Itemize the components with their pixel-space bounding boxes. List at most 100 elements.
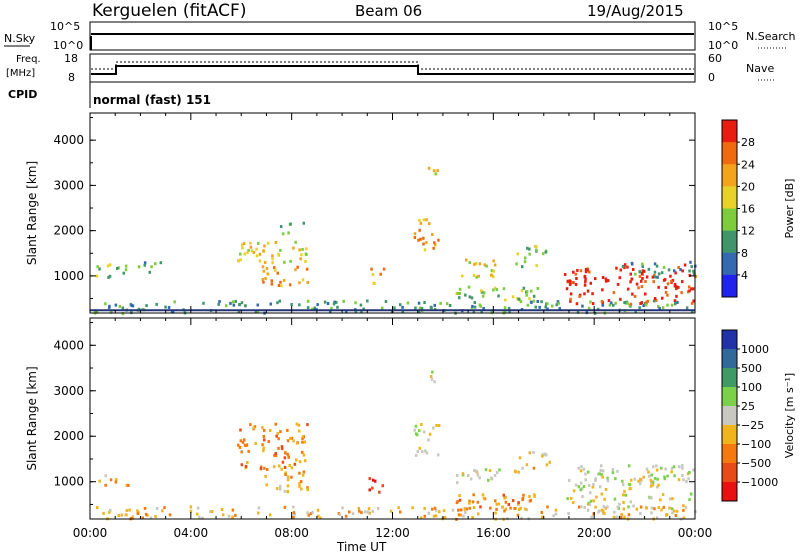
- data-cell: [229, 301, 232, 305]
- data-cell: [145, 304, 148, 308]
- data-cell: [551, 304, 554, 308]
- data-cell: [503, 306, 507, 310]
- data-cell: [533, 494, 536, 498]
- data-cell: [295, 422, 299, 426]
- data-cell: [509, 506, 512, 510]
- data-cell: [283, 456, 287, 460]
- data-cell: [295, 441, 299, 445]
- data-cell: [359, 303, 363, 307]
- data-cell: [513, 469, 517, 473]
- data-cell: [584, 472, 587, 476]
- data-cell: [519, 506, 522, 510]
- data-cell: [580, 505, 583, 509]
- data-cell: [429, 375, 433, 378]
- data-cell: [520, 289, 524, 293]
- data-cell: [606, 476, 609, 480]
- colorbar-label: Power [dB]: [783, 179, 796, 239]
- data-cell: [618, 276, 621, 280]
- data-cell: [304, 252, 308, 256]
- data-cell: [622, 500, 625, 504]
- data-cell: [302, 221, 305, 225]
- y-axis-label: Slant Range [km]: [25, 366, 39, 470]
- data-cell: [413, 428, 416, 432]
- data-cell: [648, 474, 651, 478]
- data-cell: [503, 509, 506, 513]
- data-cell: [644, 302, 648, 306]
- data-cell: [587, 483, 591, 487]
- data-cell: [231, 300, 235, 304]
- data-cell: [161, 509, 164, 513]
- colorbar-tick-label: 16: [741, 203, 755, 216]
- data-cell: [637, 286, 640, 290]
- data-cell: [586, 268, 589, 272]
- data-cell: [305, 247, 308, 251]
- data-cell: [589, 491, 592, 495]
- data-cell: [252, 426, 256, 430]
- data-cell: [293, 512, 296, 516]
- data-cell: [227, 514, 231, 518]
- data-cell: [639, 302, 642, 305]
- data-cell: [583, 292, 586, 296]
- data-cell: [495, 502, 498, 506]
- data-cell: [552, 514, 555, 518]
- data-cell: [491, 275, 495, 279]
- data-cell: [232, 303, 236, 307]
- data-cell: [433, 303, 436, 307]
- data-cell: [425, 451, 429, 455]
- data-cell: [326, 302, 330, 305]
- data-cell: [209, 510, 212, 514]
- data-cell: [231, 508, 235, 512]
- data-cell: [575, 277, 578, 280]
- data-cell: [579, 269, 583, 273]
- data-cell: [489, 506, 492, 510]
- data-cell: [656, 477, 659, 481]
- data-cell: [651, 275, 655, 279]
- data-cell: [642, 304, 645, 307]
- data-cell: [306, 306, 310, 310]
- freq-frame: [89, 53, 696, 83]
- data-cell: [517, 502, 520, 506]
- freq-line: [91, 65, 694, 75]
- data-cell: [645, 467, 649, 471]
- data-cell: [640, 285, 644, 289]
- data-cell: [524, 256, 527, 260]
- data-cell: [265, 266, 269, 270]
- data-cell: [311, 510, 314, 514]
- data-cell: [263, 438, 266, 442]
- data-cell: [301, 450, 304, 454]
- data-cell: [144, 512, 148, 516]
- data-cell: [641, 277, 644, 280]
- data-cell: [378, 490, 381, 494]
- nsky-frame: [89, 21, 696, 51]
- data-cell: [399, 510, 402, 514]
- data-cell: [621, 483, 625, 487]
- data-cell: [615, 515, 618, 519]
- data-cell: [619, 268, 622, 272]
- data-cell: [259, 465, 263, 469]
- data-cell: [336, 305, 339, 309]
- data-cell: [503, 496, 506, 500]
- data-cell: [292, 511, 296, 515]
- data-cell: [293, 462, 297, 466]
- data-cell: [121, 312, 125, 316]
- data-cell: [660, 271, 664, 275]
- data-cell: [566, 279, 570, 283]
- data-cell: [574, 283, 578, 286]
- data-cell: [545, 453, 548, 457]
- data-cell: [128, 508, 131, 512]
- data-cell: [467, 285, 471, 289]
- colorbar-segment: [722, 387, 737, 407]
- data-cell: [662, 265, 666, 269]
- data-cell: [464, 511, 467, 514]
- data-cell: [478, 303, 482, 307]
- data-cell: [254, 442, 257, 445]
- data-cell: [668, 506, 671, 510]
- data-cell: [423, 514, 426, 518]
- data-cell: [250, 249, 254, 253]
- data-cell: [279, 487, 282, 491]
- data-cell: [641, 265, 644, 268]
- x-tick-label: 00:00: [73, 526, 108, 540]
- data-cell: [686, 472, 690, 476]
- nave-tick-bottom: 0: [708, 71, 715, 84]
- data-cell: [569, 297, 572, 301]
